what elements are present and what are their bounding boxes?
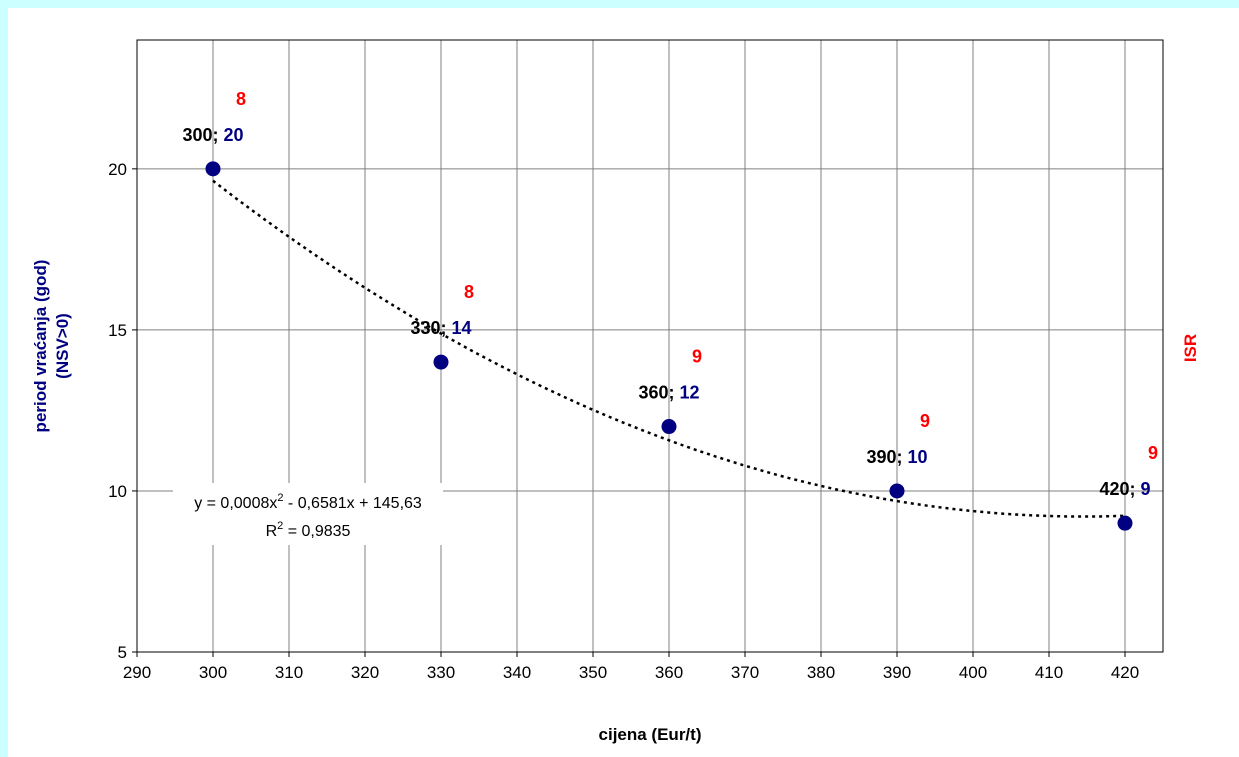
chart-frame: 290 300 310 320 330 340 350 360 370 380 390 400 410 4… — [8, 8, 1239, 757]
grid — [136, 39, 1164, 653]
data-points — [205, 161, 1133, 531]
scatter-chart: 290 300 310 320 330 340 350 360 370 380 390 400 410 4… — [31, 39, 1200, 744]
r-squared-line: R2 = 0,9835 — [266, 520, 351, 540]
axis-titles: cijena (Eur/t) period vraćanja (god) (NSV>… — [31, 260, 1200, 744]
x-tick-label: 340 — [503, 663, 531, 682]
x-tick-label: 400 — [959, 663, 987, 682]
point-label: 420; 9 — [1100, 479, 1151, 499]
trendline-layer — [212, 179, 1126, 518]
y-axis-title-line1: period vraćanja (god) — [31, 260, 50, 433]
x-tick-label: 300 — [199, 663, 227, 682]
equation-background — [173, 483, 443, 545]
tick-labels: 290 300 310 320 330 340 350 360 370 380 390 400 410 4… — [108, 160, 1139, 682]
isr-label: 9 — [692, 347, 702, 367]
x-tick-label: 350 — [579, 663, 607, 682]
point-label: 390; 10 — [867, 447, 928, 467]
y-tick-label: 5 — [118, 643, 127, 662]
x-tick-label: 390 — [883, 663, 911, 682]
x-axis-title: cijena (Eur/t) — [599, 725, 702, 744]
data-point — [433, 354, 449, 370]
x-tick-label: 320 — [351, 663, 379, 682]
data-point — [661, 419, 677, 435]
isr-label: 9 — [1148, 443, 1158, 463]
y-tick-label: 15 — [108, 321, 127, 340]
x-tick-label: 410 — [1035, 663, 1063, 682]
data-point — [205, 161, 221, 177]
x-tick-label: 330 — [427, 663, 455, 682]
data-labels: 300; 20 8 330; 14 8 360; 12 9 390; 10 9 420; 9 9 — [183, 89, 1159, 499]
isr-label: 8 — [236, 89, 246, 109]
isr-label: 8 — [464, 282, 474, 302]
plot-area-border — [136, 39, 1164, 653]
point-label: 330; 14 — [411, 318, 472, 338]
y-tick-label: 10 — [108, 482, 127, 501]
point-label: 360; 12 — [639, 383, 700, 403]
x-tick-label: 360 — [655, 663, 683, 682]
x-tick-label: 370 — [731, 663, 759, 682]
data-point — [1117, 515, 1133, 531]
x-tick-label: 290 — [123, 663, 151, 682]
y2-axis-title: ISR — [1181, 334, 1200, 362]
y-tick-label: 20 — [108, 160, 127, 179]
x-tick-label: 310 — [275, 663, 303, 682]
isr-label: 9 — [920, 411, 930, 431]
x-tick-label: 380 — [807, 663, 835, 682]
trend-equation: y = 0,0008x2 - 0,6581x + 145,63 R2 = 0,98… — [173, 483, 443, 545]
trendline — [212, 179, 1126, 518]
equation-line: y = 0,0008x2 - 0,6581x + 145,63 — [194, 492, 422, 512]
point-label: 300; 20 — [183, 125, 244, 145]
data-point — [889, 483, 905, 499]
y-axis-title-line2: (NSV>0) — [53, 313, 72, 379]
x-tick-label: 420 — [1111, 663, 1139, 682]
